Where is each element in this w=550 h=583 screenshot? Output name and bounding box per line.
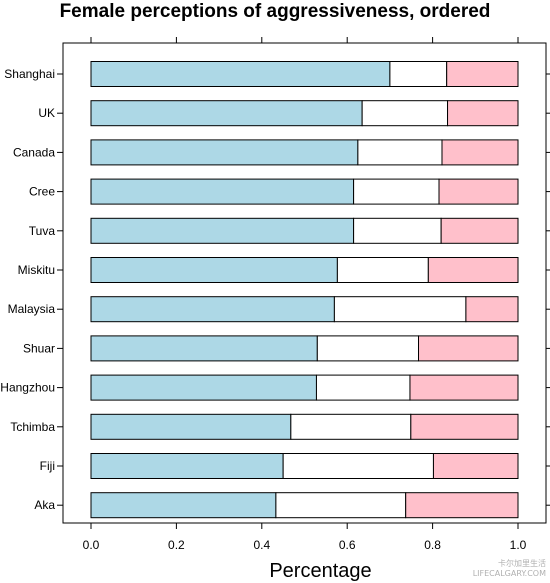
- x-tick-label: 0.4: [253, 538, 270, 552]
- category-label: Hangzhou: [0, 381, 55, 395]
- category-label: UK: [38, 106, 55, 120]
- x-tick-label: 0.0: [83, 538, 100, 552]
- bar-segment: [90, 374, 317, 401]
- bar-segment: [90, 453, 284, 479]
- x-tick-label: 0.2: [168, 538, 185, 552]
- bar-segment: [418, 335, 519, 362]
- bar-segment: [438, 178, 519, 205]
- bar-segment: [353, 217, 442, 244]
- bar-segment: [440, 217, 519, 244]
- bar-segment: [465, 296, 519, 323]
- bar-segment: [441, 139, 519, 166]
- bar-segment: [315, 374, 411, 401]
- bar-segment: [316, 335, 420, 362]
- bar-segment: [333, 296, 467, 323]
- x-tick-label: 0.6: [339, 538, 356, 552]
- x-axis-label: Percentage: [269, 560, 371, 582]
- bar-segment: [409, 374, 519, 401]
- watermark-text-en: LIFECALGARY.COM: [472, 569, 546, 578]
- bar-segment: [290, 413, 412, 440]
- category-label: Shanghai: [4, 67, 55, 81]
- bar-segment: [90, 257, 338, 283]
- category-label: Canada: [13, 145, 55, 159]
- bar-segment: [90, 492, 277, 519]
- chart-title: Female perceptions of aggressiveness, or…: [59, 1, 491, 22]
- bar-segment: [282, 453, 434, 479]
- bar-segment: [353, 178, 440, 205]
- category-label: Tuva: [29, 224, 56, 238]
- bar-segment: [427, 257, 519, 283]
- bar-segment: [90, 139, 359, 166]
- category-label: Aka: [34, 498, 55, 512]
- bar-segment: [357, 139, 443, 166]
- bar-segment: [389, 61, 448, 87]
- category-label: Miskitu: [18, 263, 55, 277]
- bar-segment: [447, 100, 519, 127]
- bar-segment: [446, 61, 519, 87]
- watermark-text-cn: 卡尔加里生活: [498, 559, 546, 568]
- bar-segment: [410, 413, 519, 440]
- bar-segment: [275, 492, 407, 519]
- category-label: Malaysia: [8, 302, 56, 316]
- bar-segment: [90, 335, 318, 362]
- plot-frame: [62, 42, 547, 524]
- watermark-logo: 卡尔加里生活 LIFECALGARY.COM: [473, 559, 546, 579]
- bar-segment: [90, 100, 363, 127]
- bar-segment: [405, 492, 519, 519]
- bar-segment: [90, 413, 292, 440]
- bar-segment: [90, 296, 335, 323]
- bar-segment: [336, 257, 429, 283]
- x-tick-label: 1.0: [510, 538, 527, 552]
- category-label: Cree: [29, 185, 55, 199]
- bar-segment: [90, 217, 355, 244]
- x-tick-label: 0.8: [424, 538, 441, 552]
- bar-segment: [90, 178, 355, 205]
- category-label: Shuar: [23, 341, 55, 355]
- bar-segment: [361, 100, 449, 127]
- bar-segment: [432, 453, 519, 479]
- category-label: Tchimba: [10, 420, 55, 434]
- bar-segment: [90, 61, 391, 87]
- category-label: Fiji: [40, 459, 55, 473]
